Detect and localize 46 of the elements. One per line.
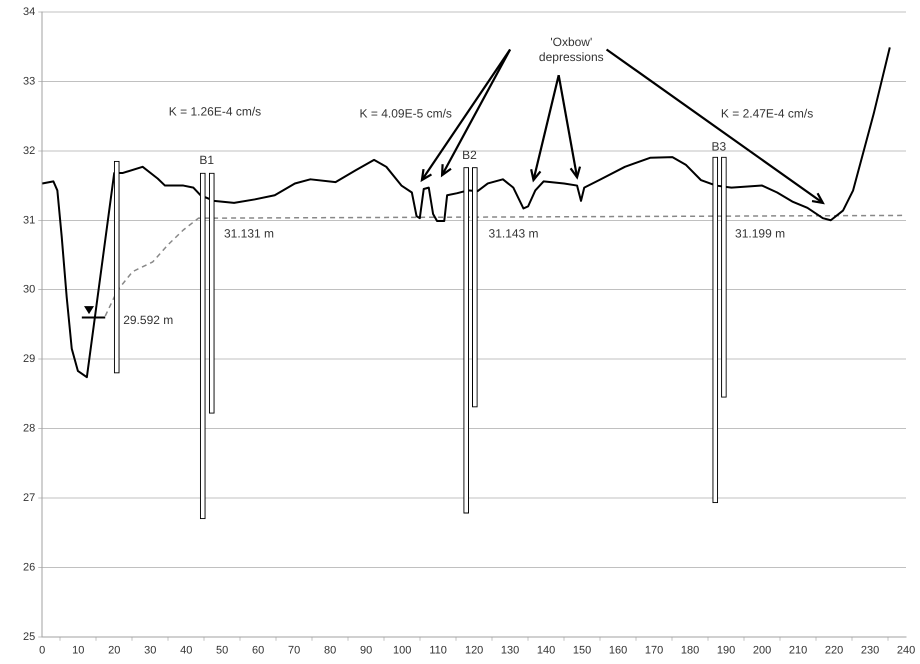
- annotation: 31.199 m: [735, 226, 786, 240]
- x-tick-label: 170: [644, 644, 664, 656]
- annotation: K = 1.26E-4 cm/s: [168, 104, 262, 118]
- x-tick-label: 160: [608, 644, 628, 656]
- annotation: 31.131 m: [224, 226, 274, 240]
- y-tick-label: 27: [22, 492, 36, 504]
- x-tick-label: 10: [72, 644, 84, 656]
- annotation: 29.592 m: [123, 313, 174, 328]
- x-tick-label: 210: [788, 644, 808, 656]
- y-tick-label: 29: [22, 353, 36, 366]
- y-tick-label: 28: [22, 422, 36, 435]
- x-tick-label: 70: [288, 644, 300, 656]
- y-tick-label: 34: [22, 6, 36, 18]
- x-tick-label: 60: [252, 644, 264, 656]
- y-tick-label: 25: [22, 630, 36, 643]
- y-tick-label: 30: [22, 284, 36, 296]
- annotation: 31.143 m: [488, 226, 539, 240]
- x-tick-label: 100: [392, 644, 412, 656]
- annotation: K = 2.47E-4 cm/s: [720, 106, 814, 120]
- y-tick-label: 26: [22, 561, 36, 574]
- x-tick-label: 0: [39, 644, 46, 656]
- x-tick-label: 20: [108, 644, 120, 656]
- x-tick-label: 200: [752, 644, 772, 656]
- x-tick-label: 180: [680, 644, 700, 656]
- annotation: K = 4.09E-5 cm/s: [360, 106, 452, 120]
- x-tick-label: 30: [144, 644, 156, 656]
- x-tick-label: 40: [180, 644, 192, 656]
- x-tick-label: 220: [824, 644, 844, 656]
- annotation: 'Oxbow' depressions: [538, 34, 604, 64]
- x-tick-label: 140: [536, 644, 556, 656]
- x-tick-label: 130: [500, 644, 520, 656]
- y-tick-label: 31: [22, 214, 36, 226]
- x-tick-label: 120: [464, 644, 484, 656]
- y-tick-label: 32: [22, 144, 36, 157]
- annotation: B1: [199, 152, 214, 167]
- annotation: B3: [712, 140, 727, 154]
- annotation: B2: [462, 148, 478, 162]
- x-tick-label: 80: [324, 644, 336, 656]
- x-tick-label: 50: [216, 644, 228, 656]
- x-tick-label: 230: [860, 644, 880, 656]
- x-tick-label: 110: [429, 644, 447, 656]
- x-tick-label: 190: [716, 644, 736, 656]
- x-tick-label: 150: [572, 644, 592, 656]
- x-tick-label: 90: [360, 644, 372, 656]
- x-tick-label: 240: [896, 644, 916, 656]
- y-tick-label: 33: [22, 75, 36, 88]
